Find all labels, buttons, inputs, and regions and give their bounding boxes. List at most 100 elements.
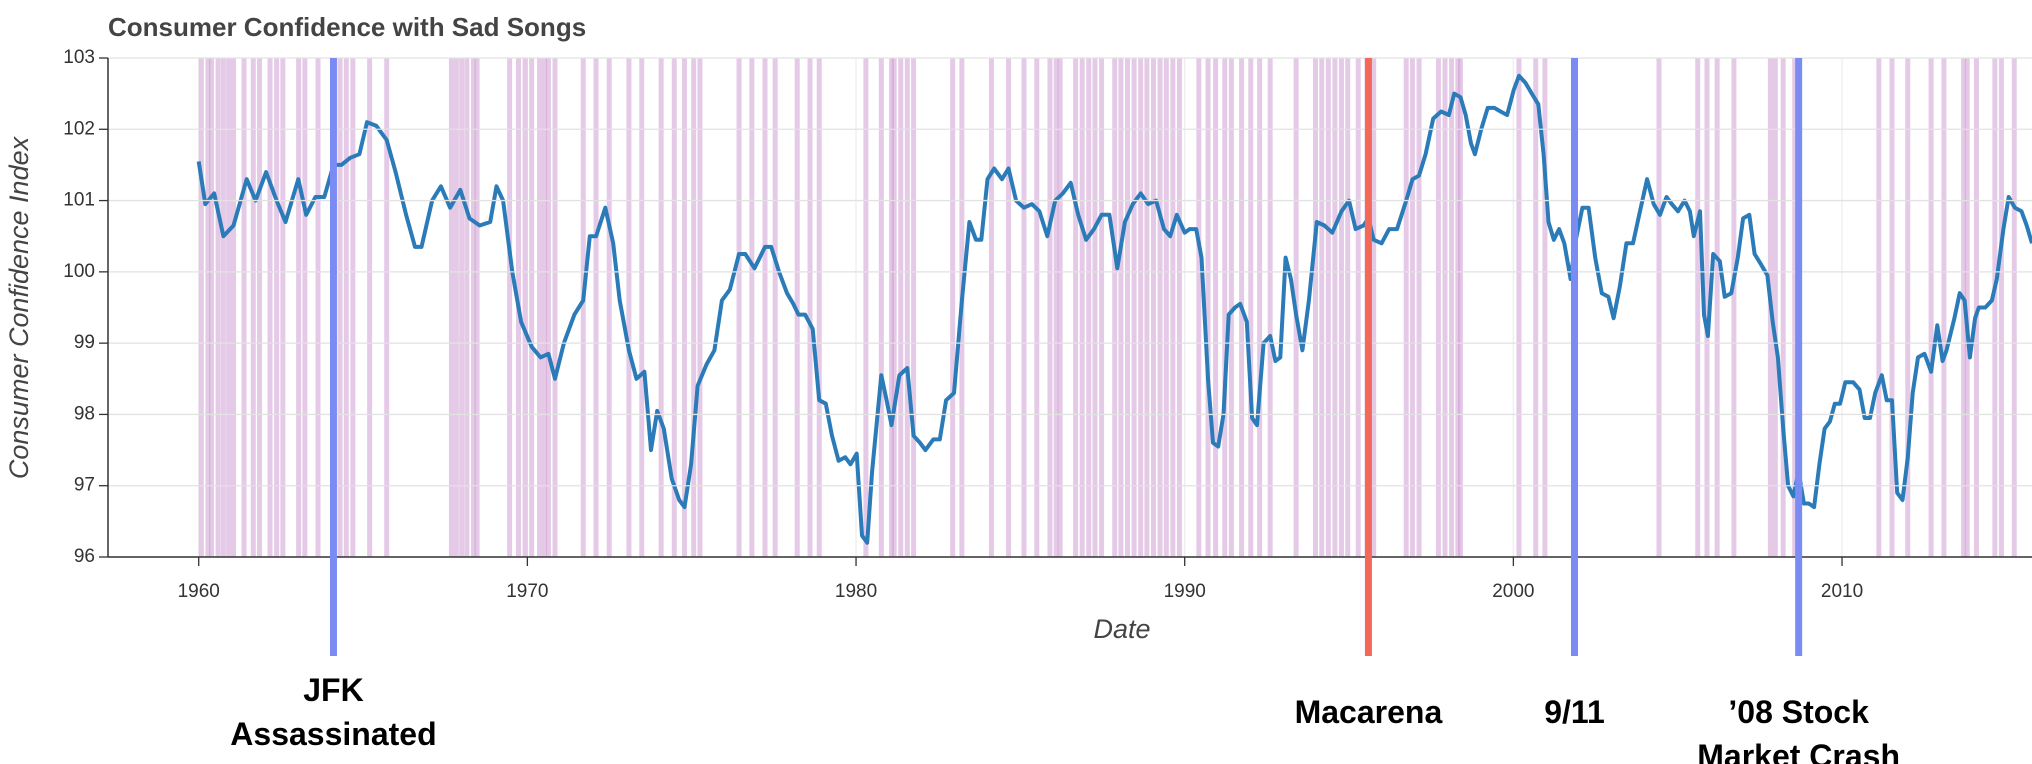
y-tick-label: 102 [63,118,95,139]
sad-song [1057,58,1063,557]
y-tick-label: 99 [74,332,95,353]
sad-song [1928,58,1934,557]
sad-song [736,58,742,557]
sad-song [988,58,994,557]
sad-song [1047,58,1053,557]
x-axis-label: Date [1093,614,1150,644]
sad-song [891,58,897,557]
sad-song [626,58,632,557]
sad-song [474,58,480,557]
sad-song [470,58,476,557]
sad-song [1257,58,1263,557]
sad-song [1780,58,1786,557]
sad-song [529,58,535,557]
sad-song [1542,58,1548,557]
y-tick-label: 96 [74,546,95,567]
sad-song [220,58,226,557]
x-tick-label: 1980 [835,581,877,602]
sad-song [1086,58,1092,557]
sad-song [1338,58,1344,557]
sad-song [1516,58,1522,557]
sad-song [1205,58,1211,557]
sad-song [772,58,778,557]
sad-song [1889,58,1895,557]
line [196,73,2032,545]
y-tick-label: 103 [63,47,95,68]
sad-song [1006,58,1012,557]
sad-song [367,58,373,557]
sad-song [1435,58,1441,557]
sad-song [209,58,215,557]
sad-song [537,58,543,557]
sad-song [522,58,528,557]
sad-song [593,58,599,557]
sad-song [671,58,677,557]
sad-song [315,58,321,557]
sad-song [1731,58,1737,557]
sad-song [1533,58,1539,557]
sad-song [658,58,664,557]
sad-song [1112,58,1118,557]
sad-song [552,58,558,557]
sad-song [1442,58,1448,557]
sad-song [1876,58,1882,557]
sad-song [816,58,822,557]
sad-song [448,58,454,557]
sad-song [1144,58,1150,557]
sad-song [226,58,232,557]
sad-song [384,58,390,557]
sad-song [580,58,586,557]
event-label: ’08 Stock Market Crash [1697,694,1901,764]
sad-song [1973,58,1979,557]
y-tick-label: 100 [63,261,95,282]
sad-song [2011,58,2017,557]
x-tick-label: 2000 [1492,581,1534,602]
sad-song [606,58,612,557]
sad-song [453,58,459,557]
sad-song [1021,58,1027,557]
sad-song [1092,58,1098,557]
sad-song [350,58,356,557]
sad-song [198,58,204,557]
sad-song [762,58,768,557]
sad-song [1163,58,1169,557]
sad-song [1325,58,1331,557]
sad-song [1213,58,1219,557]
sad-song [215,58,221,557]
sad-song [1332,58,1338,557]
sad-song [1416,58,1422,557]
sad-song [1345,58,1351,557]
sad-song [807,58,813,557]
sad-song [507,58,513,557]
plot-area [196,58,2032,557]
sad-song [1176,58,1182,557]
event-label: 9/11 [1544,694,1605,730]
sad-song [1941,58,1947,557]
sad-song [205,58,211,557]
sad-song [1371,58,1377,557]
sad-song [1695,58,1701,557]
sad-song [250,58,256,557]
sad-song [1355,58,1361,557]
x-tick-label: 1960 [178,581,220,602]
sad-song [459,58,465,557]
sad-song [863,58,869,557]
sad-song [1073,58,1079,557]
sad-song [1150,58,1156,557]
sad-song [1034,58,1040,557]
sad-song [950,58,956,557]
sad-song [749,58,755,557]
chart-title: Consumer Confidence with Sad Songs [108,12,586,42]
x-tick-label: 2010 [1821,581,1863,602]
sad-song [1449,58,1455,557]
sad-song [1792,58,1798,557]
sad-song [464,58,470,557]
sad-song [1053,58,1059,557]
sad-song [1079,58,1085,557]
y-tick-label: 97 [74,475,95,496]
y-tick-label: 98 [74,403,95,424]
sad-song [1138,58,1144,557]
sad-song [1455,58,1461,557]
sad-song [889,58,895,557]
